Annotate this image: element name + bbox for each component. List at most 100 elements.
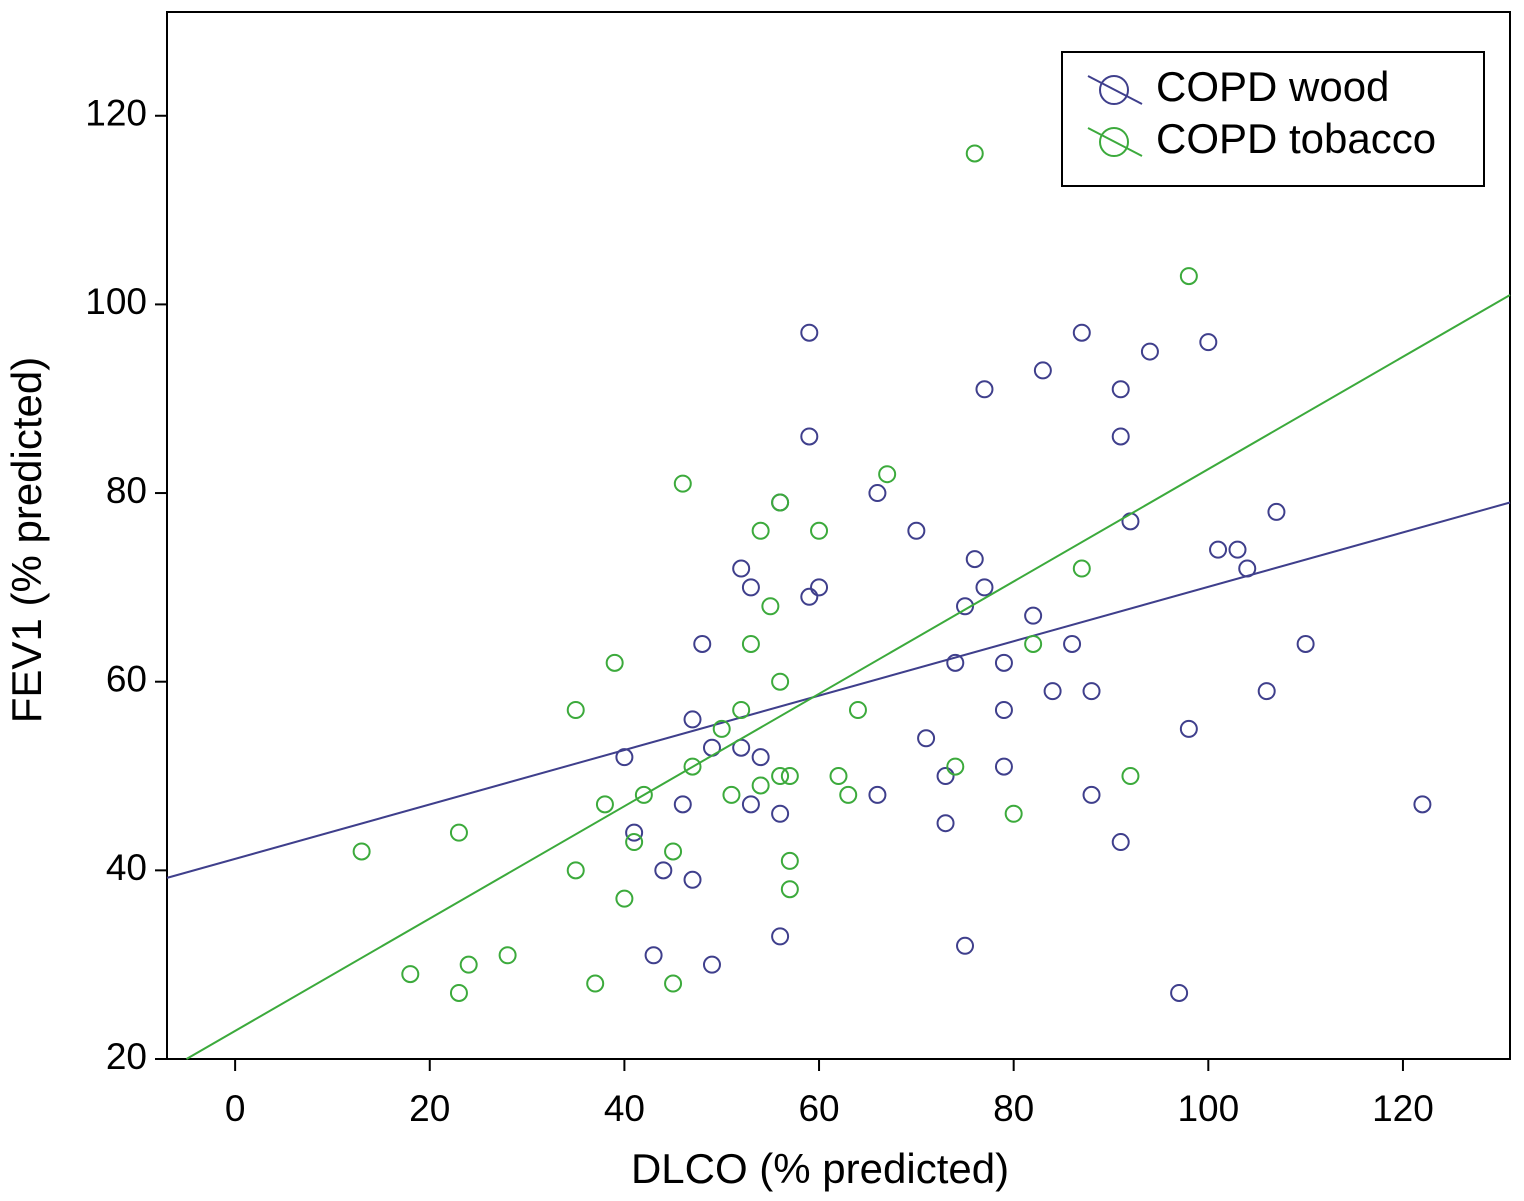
data-point (1072, 323, 1091, 342)
data-point (1063, 634, 1082, 653)
data-point (1179, 719, 1198, 738)
data-point (994, 757, 1013, 776)
y-axis-title: FEV1 (% predicted) (3, 357, 50, 723)
x-tick-label: 60 (798, 1088, 839, 1129)
data-point (683, 757, 702, 776)
data-point (702, 955, 721, 974)
x-axis-title: DLCO (% predicted) (631, 1145, 1009, 1192)
data-point (1024, 606, 1043, 625)
data-point (625, 833, 644, 852)
y-tick-label: 60 (106, 658, 147, 699)
data-point (956, 936, 975, 955)
data-point (654, 861, 673, 880)
data-point (625, 823, 644, 842)
data-point (1033, 361, 1052, 380)
data-point (664, 842, 683, 861)
data-point (771, 804, 790, 823)
legend-line (1087, 75, 1143, 105)
y-tick-label: 40 (106, 847, 147, 888)
data-point (1199, 333, 1218, 352)
data-point (741, 578, 760, 597)
data-point (664, 974, 683, 993)
data-point (810, 521, 829, 540)
data-point (683, 870, 702, 889)
x-tick-label: 20 (409, 1088, 450, 1129)
data-point (1082, 682, 1101, 701)
data-point (994, 653, 1013, 672)
data-point (1179, 267, 1198, 286)
data-point (1228, 540, 1247, 559)
data-point (1121, 512, 1140, 531)
data-point (1082, 785, 1101, 804)
data-point (936, 767, 955, 786)
data-point (586, 974, 605, 993)
data-point (848, 701, 867, 719)
data-point (761, 597, 780, 616)
plot-frame (166, 11, 1511, 1060)
data-point (751, 521, 770, 540)
data-point (868, 484, 887, 503)
data-point (1170, 983, 1189, 1002)
data-point (907, 521, 926, 540)
data-point (673, 795, 692, 814)
data-point (712, 719, 731, 738)
data-point (683, 710, 702, 729)
data-point (800, 427, 819, 446)
data-point (1209, 540, 1228, 559)
data-point (1140, 342, 1159, 361)
data-point (722, 785, 741, 804)
data-point (1111, 427, 1130, 446)
data-point (741, 795, 760, 814)
fit-line (185, 294, 1511, 1060)
data-point (595, 795, 614, 814)
data-point (352, 842, 371, 861)
legend-box (1061, 51, 1485, 187)
data-point (780, 880, 799, 899)
data-point (1413, 795, 1432, 814)
data-point (936, 814, 955, 833)
data-point (1111, 833, 1130, 852)
data-point (780, 767, 799, 786)
legend-label: COPD tobacco (1156, 115, 1436, 162)
legend-label: COPD wood (1156, 63, 1389, 110)
data-point (800, 323, 819, 342)
data-point (868, 785, 887, 804)
x-tick-label: 80 (993, 1088, 1034, 1129)
data-point (566, 701, 585, 719)
data-point (644, 946, 663, 965)
data-point (878, 465, 897, 484)
data-point (800, 587, 819, 606)
data-point (917, 729, 936, 748)
data-point (751, 776, 770, 795)
data-point (965, 144, 984, 163)
data-point (975, 380, 994, 399)
data-point (566, 861, 585, 880)
x-tick-label: 0 (225, 1088, 246, 1129)
y-tick-label: 80 (106, 470, 147, 511)
data-point (839, 785, 858, 804)
data-point (498, 946, 517, 965)
data-point (449, 983, 468, 1002)
y-tick-label: 100 (85, 281, 147, 322)
data-point (693, 634, 712, 653)
data-point (1072, 559, 1091, 578)
data-point (965, 550, 984, 569)
data-point (829, 767, 848, 786)
data-point (732, 701, 751, 719)
data-point (741, 634, 760, 653)
data-point (1043, 682, 1062, 701)
data-point (946, 653, 965, 672)
x-tick-label: 120 (1372, 1088, 1434, 1129)
x-tick-label: 40 (604, 1088, 645, 1129)
data-point (1024, 634, 1043, 653)
data-point (1004, 804, 1023, 823)
data-point (975, 578, 994, 597)
data-point (1257, 682, 1276, 701)
y-tick-label: 20 (106, 1036, 147, 1077)
data-point (771, 672, 790, 691)
data-point (1111, 380, 1130, 399)
data-point (1296, 634, 1315, 653)
legend-symbol (1099, 75, 1129, 105)
